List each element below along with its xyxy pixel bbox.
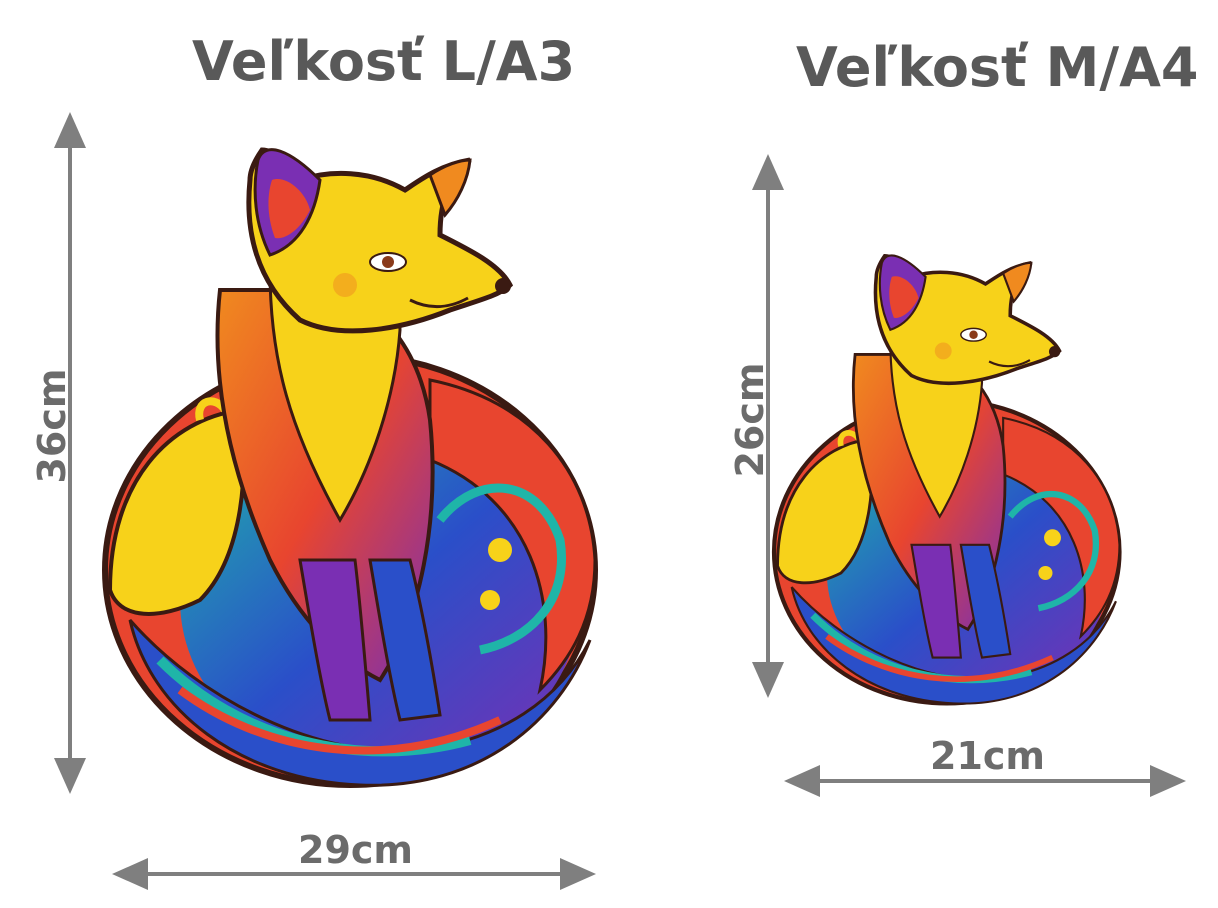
medium-height-label: 26cm	[728, 362, 772, 478]
size-large-title: Veľkosť L/A3	[192, 30, 576, 93]
medium-fox-puzzle-image	[774, 255, 1119, 703]
size-medium-title: Veľkosť M/A4	[796, 36, 1199, 99]
large-fox-puzzle-image	[105, 150, 595, 786]
medium-width-label: 21cm	[930, 734, 1046, 778]
large-height-label: 36cm	[30, 368, 74, 484]
large-width-label: 29cm	[298, 828, 414, 872]
fox-puzzle-illustration-icon	[105, 150, 595, 786]
fox-puzzle-illustration-icon	[774, 255, 1119, 703]
